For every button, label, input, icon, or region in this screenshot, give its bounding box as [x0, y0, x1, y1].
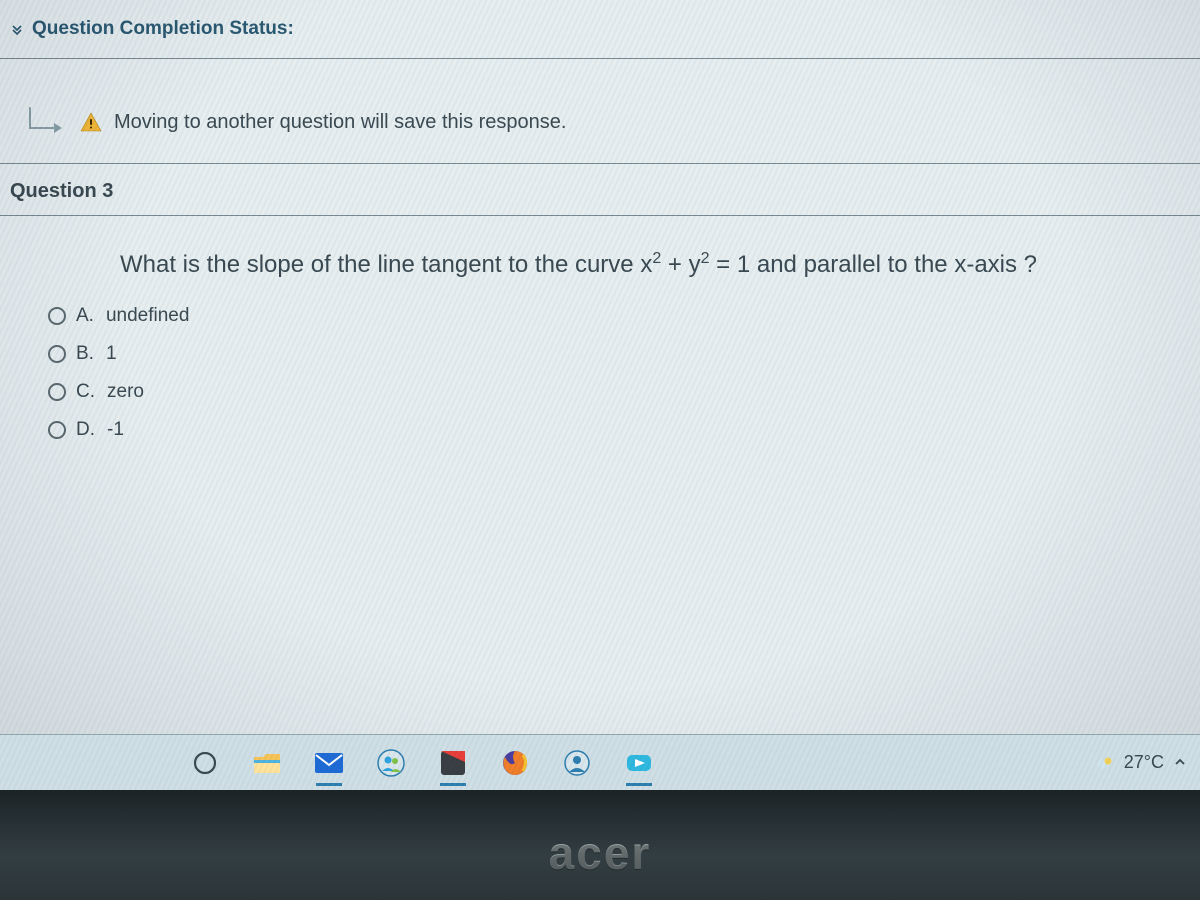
chevron-up-icon[interactable] — [1174, 755, 1186, 771]
question-prompt: What is the slope of the line tangent to… — [120, 250, 1180, 279]
firefox-icon[interactable] — [500, 748, 530, 778]
return-arrow-icon — [22, 101, 68, 143]
option-b[interactable]: B. 1 — [48, 335, 1180, 373]
option-text: 1 — [106, 343, 117, 365]
option-d[interactable]: D. -1 — [48, 411, 1180, 449]
quiz-screen: Question Completion Status: Moving to an… — [0, 0, 1200, 790]
prompt-part-3: = 1 and parallel to the x-axis ? — [709, 251, 1037, 278]
answer-options: A. undefined B. 1 C. zero D. -1 — [48, 297, 1180, 449]
prompt-part-2: + y — [661, 251, 700, 278]
weather-icon — [1096, 754, 1114, 772]
option-c[interactable]: C. zero — [48, 373, 1180, 411]
prompt-part-1: What is the slope of the line tangent to… — [120, 251, 652, 278]
people-icon[interactable] — [376, 748, 406, 778]
adobe-reader-icon[interactable] — [438, 748, 468, 778]
save-notice: Moving to another question will save thi… — [0, 59, 1200, 164]
radio-icon — [48, 307, 66, 325]
radio-icon — [48, 383, 66, 401]
option-a[interactable]: A. undefined — [48, 297, 1180, 335]
radio-icon — [48, 345, 66, 363]
option-letter: C. — [76, 381, 95, 403]
completion-status-bar[interactable]: Question Completion Status: — [0, 0, 1200, 59]
temperature: 27°C — [1124, 752, 1164, 773]
voice-access-icon[interactable] — [562, 748, 592, 778]
completion-status-label: Question Completion Status: — [32, 18, 294, 40]
mail-icon[interactable] — [314, 748, 344, 778]
camera-icon[interactable] — [624, 748, 654, 778]
laptop-brand: acer — [549, 826, 652, 880]
radio-icon — [48, 421, 66, 439]
warning-icon — [80, 111, 102, 133]
option-letter: A. — [76, 305, 94, 327]
option-text: undefined — [106, 305, 189, 327]
save-notice-text: Moving to another question will save thi… — [114, 111, 566, 134]
cortana-circle-icon[interactable] — [190, 748, 220, 778]
laptop-bezel: acer — [0, 790, 1200, 900]
file-explorer-icon[interactable] — [252, 748, 282, 778]
windows-taskbar[interactable]: 27°C — [0, 734, 1200, 790]
option-letter: D. — [76, 419, 95, 441]
exponent-x: 2 — [652, 250, 661, 267]
option-letter: B. — [76, 343, 94, 365]
chevron-down-icon — [10, 22, 24, 36]
option-text: -1 — [107, 419, 124, 441]
option-text: zero — [107, 381, 144, 403]
taskbar-right[interactable]: 27°C — [1096, 752, 1200, 773]
question-body: What is the slope of the line tangent to… — [0, 216, 1200, 469]
taskbar-items — [190, 748, 654, 778]
question-number: Question 3 — [0, 164, 1200, 216]
